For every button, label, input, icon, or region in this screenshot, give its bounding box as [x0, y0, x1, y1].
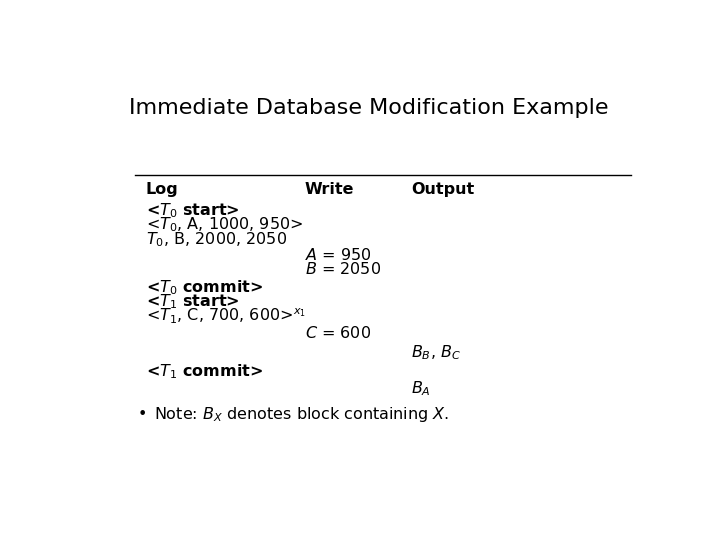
Text: $B_B$, $B_C$: $B_B$, $B_C$: [411, 343, 461, 362]
Text: $A$ = 950: $A$ = 950: [305, 247, 372, 263]
Text: $C$ = 600: $C$ = 600: [305, 325, 371, 341]
Text: $T_0$, B, 2000, 2050: $T_0$, B, 2000, 2050: [145, 230, 287, 249]
Text: <$T_1$ start>: <$T_1$ start>: [145, 293, 239, 311]
Text: Output: Output: [411, 182, 474, 197]
Text: <$T_0$, A, 1000, 950>: <$T_0$, A, 1000, 950>: [145, 215, 303, 234]
Text: $B_A$: $B_A$: [411, 380, 431, 399]
Text: Write: Write: [305, 182, 354, 197]
Text: <$T_0$ commit>: <$T_0$ commit>: [145, 278, 263, 296]
Text: $B$ = 2050: $B$ = 2050: [305, 261, 381, 278]
Text: Note: $B_X$ denotes block containing $X$.: Note: $B_X$ denotes block containing $X$…: [154, 404, 449, 423]
Text: Log: Log: [145, 182, 179, 197]
Text: Immediate Database Modification Example: Immediate Database Modification Example: [130, 98, 608, 118]
Text: <$T_1$, C, 700, 600>$^{x_1}$: <$T_1$, C, 700, 600>$^{x_1}$: [145, 307, 306, 326]
Text: <$T_1$ commit>: <$T_1$ commit>: [145, 362, 263, 381]
Text: •: •: [138, 407, 147, 422]
Text: <$T_0$ start>: <$T_0$ start>: [145, 201, 239, 220]
